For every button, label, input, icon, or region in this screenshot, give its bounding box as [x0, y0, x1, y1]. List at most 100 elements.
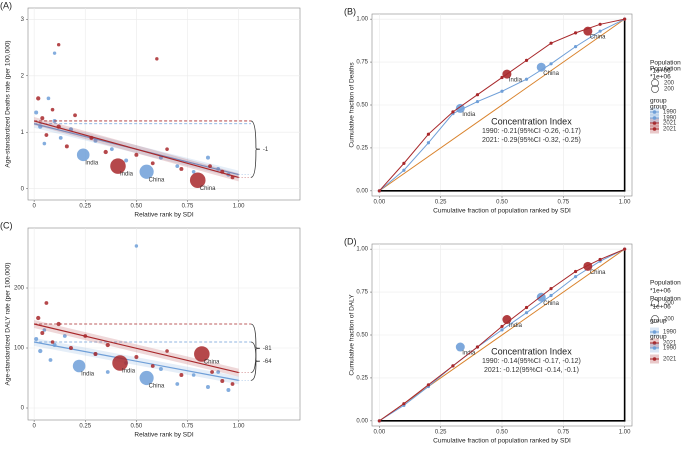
highlight-label: India	[509, 78, 523, 84]
x-tick-label: 0.50	[496, 430, 508, 436]
point	[36, 96, 41, 101]
curve-point	[451, 364, 455, 368]
legend-key-point	[652, 357, 657, 361]
point	[158, 367, 163, 371]
panel: (B) 0.00 0.25 0.50 0.75 1.00 0.00 0.25 0.50 0.75 1…	[344, 6, 681, 214]
size-key-label: 200	[664, 301, 675, 307]
point	[38, 348, 43, 354]
point	[191, 373, 196, 377]
x-axis-label: Relative rank by SDI	[134, 432, 193, 439]
point	[189, 172, 206, 189]
point-label: China	[204, 360, 220, 366]
curve-point	[598, 29, 602, 33]
point	[165, 147, 169, 151]
y-tick-label: 1	[21, 130, 25, 136]
point	[165, 349, 169, 353]
fit-line	[34, 341, 239, 381]
point	[105, 342, 110, 348]
point	[208, 164, 212, 169]
curve-point	[451, 110, 455, 114]
legend-label: 2021	[663, 341, 677, 347]
point	[150, 161, 155, 166]
y-tick-label: 100	[14, 346, 25, 352]
curve-point	[377, 419, 381, 423]
point	[134, 244, 139, 248]
curve-point	[500, 75, 504, 80]
point	[50, 340, 55, 344]
curve-point	[623, 17, 627, 21]
point	[72, 359, 86, 373]
panel: (A) 0 0.25 0.50 0.75 1.00 0 1 2 3 Relative rank by…	[0, 0, 681, 218]
point	[44, 133, 49, 137]
legend-key-point	[652, 116, 657, 120]
curve-point	[524, 311, 529, 315]
curve-point	[426, 141, 431, 145]
curve-point	[549, 287, 553, 291]
point-label: India	[122, 369, 136, 375]
point-label: China	[149, 177, 165, 183]
legend-title: group	[650, 98, 667, 105]
x-tick-label: 0.75	[557, 430, 569, 436]
point	[48, 358, 53, 362]
ci-label: 1990: -0.14(95%CI -0.17, -0.12)	[482, 358, 581, 365]
x-tick-label: 0.75	[182, 424, 194, 430]
legend-title: *1e+06	[650, 68, 671, 75]
x-tick-label: 0.25	[79, 424, 91, 430]
point	[40, 331, 45, 335]
highlight-point	[536, 62, 546, 72]
point	[110, 158, 126, 174]
brace-label: -1	[263, 147, 269, 153]
point-label: India	[81, 372, 95, 378]
y-tick-label: 200	[14, 286, 25, 292]
point	[44, 301, 49, 305]
frame-line	[379, 249, 626, 422]
curve-point	[524, 77, 529, 81]
point	[134, 152, 139, 157]
legend-title: Population	[650, 296, 681, 303]
legend-label: 2021	[663, 357, 677, 363]
point	[109, 147, 114, 152]
curve-point	[549, 62, 553, 66]
panel-tag: (C)	[0, 220, 13, 230]
curve-point	[573, 45, 578, 49]
point	[42, 141, 47, 146]
curve-point	[524, 58, 529, 62]
legend-label: 1990	[663, 116, 677, 122]
x-tick-label: 1.00	[233, 204, 245, 210]
legend-key-point	[652, 110, 657, 114]
curve-point	[500, 328, 504, 332]
point	[40, 116, 45, 121]
point	[179, 166, 184, 171]
point	[150, 364, 155, 368]
panel-tag: (B)	[344, 6, 356, 16]
curve-point	[573, 275, 578, 279]
curve-point	[524, 305, 529, 310]
legend-label: 2021	[663, 121, 677, 127]
point-label: India	[85, 160, 99, 166]
highlight-label: China	[543, 71, 559, 77]
point	[105, 370, 110, 374]
panel: (D) 0.00 0.25 0.50 0.75 1.00 0.00 0.25 0.50 0.75 1…	[344, 236, 681, 444]
fit-line	[33, 120, 239, 178]
x-tick-label: 0.50	[131, 204, 143, 210]
point	[52, 51, 57, 55]
x-axis-label: Relative rank by SDI	[134, 212, 193, 219]
highlight-label: India	[462, 112, 476, 118]
size-key-label: 200	[664, 317, 675, 323]
size-key-label: 200	[664, 81, 675, 87]
highlight-point	[455, 103, 465, 113]
legend-title: group	[650, 104, 667, 111]
point	[205, 155, 210, 160]
point	[134, 355, 139, 359]
panel: (C) 0 0.25 0.50 0.75 1.00 0 100 200 Relative rank…	[0, 220, 681, 438]
curve-point	[500, 89, 504, 93]
size-key	[651, 85, 659, 93]
y-axis-label: Cumulative fraction of DALY	[349, 294, 356, 376]
x-tick-label: 0.25	[435, 430, 447, 436]
curve-point	[598, 257, 602, 262]
legend-title: *1e+06	[650, 74, 671, 81]
point	[230, 382, 235, 386]
curve-point	[377, 189, 381, 193]
x-tick-label: 0.00	[374, 200, 386, 206]
legend-title: *1e+06	[650, 288, 671, 295]
